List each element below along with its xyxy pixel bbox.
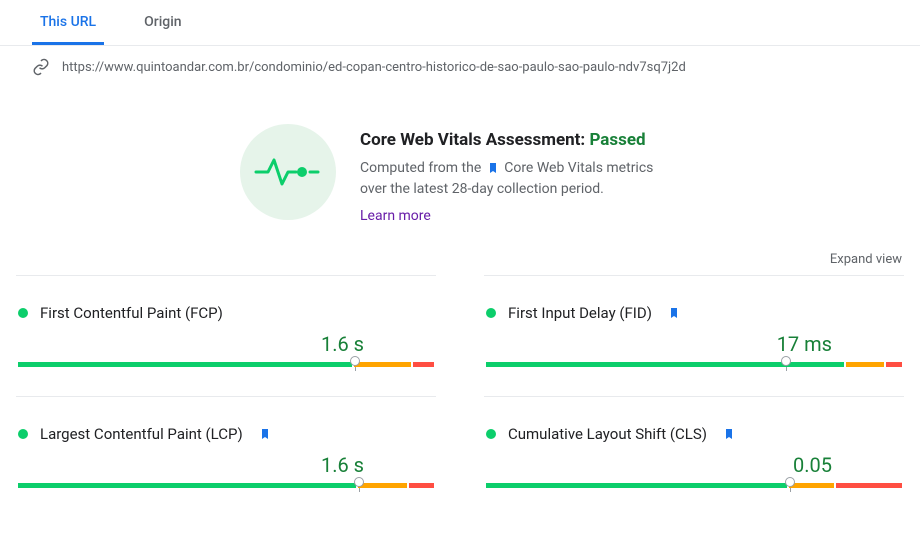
bar-marker-icon: [354, 477, 364, 487]
tab-this-url[interactable]: This URL: [32, 0, 104, 45]
bar-segment: [886, 362, 902, 367]
metric-name: First Input Delay (FID): [508, 304, 652, 322]
bar-segment: [836, 483, 902, 488]
bookmark-icon: [723, 427, 735, 441]
status-dot-icon: [486, 429, 496, 439]
bar-marker-icon: [781, 356, 791, 366]
bar-segment: [846, 362, 883, 367]
bar-segment: [358, 483, 407, 488]
metric-name: First Contentful Paint (FCP): [40, 304, 223, 322]
expand-view-link[interactable]: Expand view: [830, 252, 902, 267]
distribution-bar: [486, 483, 902, 495]
metric-card: First Contentful Paint (FCP) 1.6 s: [16, 275, 436, 396]
metric-value: 1.6 s: [18, 332, 364, 356]
metric-header: First Contentful Paint (FCP): [18, 304, 434, 322]
status-dot-icon: [18, 308, 28, 318]
bar-marker-icon: [785, 477, 795, 487]
bar-marker-icon: [350, 356, 360, 366]
status-dot-icon: [486, 308, 496, 318]
assessment-block: Core Web Vitals Assessment: Passed Compu…: [0, 88, 920, 224]
distribution-bar: [18, 483, 434, 495]
tabs: This URL Origin: [0, 0, 920, 46]
bar-segment: [413, 362, 434, 367]
url-row: https://www.quintoandar.com.br/condomini…: [0, 46, 920, 88]
metric-name: Largest Contentful Paint (LCP): [40, 425, 243, 443]
tab-origin[interactable]: Origin: [136, 0, 189, 45]
link-icon: [32, 58, 50, 76]
pulse-icon: [240, 124, 336, 220]
bookmark-icon: [487, 161, 499, 175]
assessment-status: Passed: [589, 130, 645, 150]
learn-more-link[interactable]: Learn more: [360, 208, 431, 224]
bar-segment: [18, 483, 356, 488]
bookmark-icon: [668, 306, 680, 320]
assessment-description: Computed from the Core Web Vitals metric…: [360, 158, 680, 200]
bar-segment: [409, 483, 434, 488]
metric-header: Cumulative Layout Shift (CLS): [486, 425, 902, 443]
metric-card: Cumulative Layout Shift (CLS) 0.05: [484, 396, 904, 517]
bar-segment: [354, 362, 412, 367]
assessment-title: Core Web Vitals Assessment: Passed: [360, 130, 680, 150]
metric-value: 17 ms: [486, 332, 832, 356]
metric-header: Largest Contentful Paint (LCP): [18, 425, 434, 443]
metric-card: First Input Delay (FID) 17 ms: [484, 275, 904, 396]
metric-name: Cumulative Layout Shift (CLS): [508, 425, 707, 443]
bar-segment: [486, 362, 844, 367]
status-dot-icon: [18, 429, 28, 439]
bar-segment: [789, 483, 834, 488]
distribution-bar: [18, 362, 434, 374]
metrics-grid: First Contentful Paint (FCP) 1.6 s First I…: [0, 275, 920, 517]
bookmark-icon: [259, 427, 271, 441]
url-text: https://www.quintoandar.com.br/condomini…: [62, 60, 686, 75]
metric-value: 1.6 s: [18, 453, 364, 477]
bar-segment: [486, 483, 787, 488]
metric-value: 0.05: [486, 453, 832, 477]
metric-header: First Input Delay (FID): [486, 304, 902, 322]
bar-segment: [18, 362, 352, 367]
metric-card: Largest Contentful Paint (LCP) 1.6 s: [16, 396, 436, 517]
distribution-bar: [486, 362, 902, 374]
